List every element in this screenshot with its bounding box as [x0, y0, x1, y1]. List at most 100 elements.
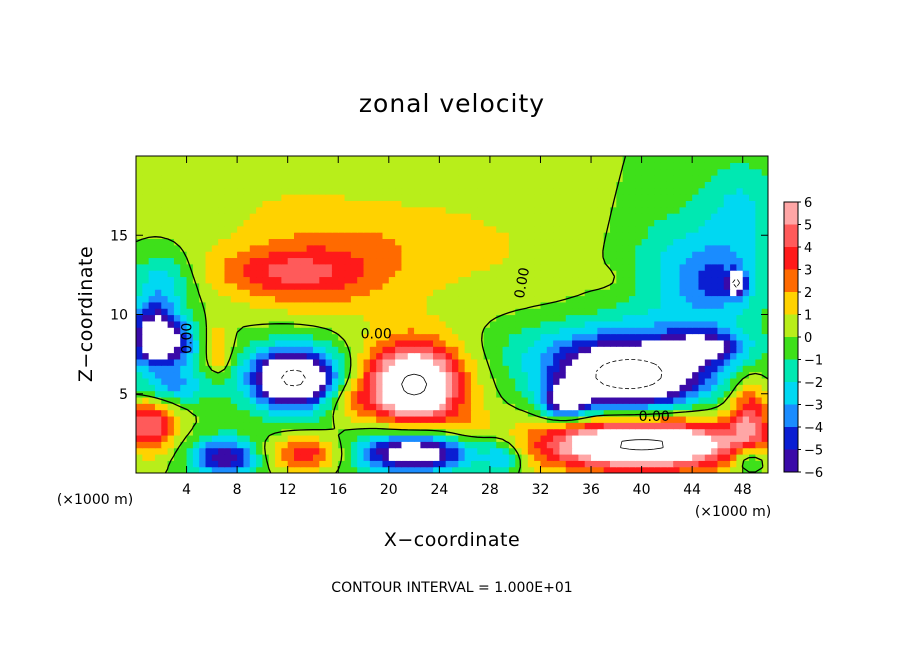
heatmap-cell [736, 156, 744, 163]
heatmap-cell [489, 187, 497, 195]
heatmap-cell [161, 213, 169, 220]
heatmap-cell [711, 238, 719, 246]
heatmap-cell [350, 200, 358, 208]
heatmap-cell [616, 466, 624, 473]
heatmap-cell [414, 346, 421, 354]
heatmap-cell [660, 453, 668, 461]
heatmap-cell [237, 282, 245, 290]
heatmap-cell [685, 225, 693, 233]
heatmap-cell [173, 168, 181, 176]
heatmap-cell [199, 219, 207, 227]
heatmap-cell [344, 194, 352, 201]
heatmap-cell [553, 200, 561, 208]
heatmap-cell [167, 187, 175, 195]
heatmap-cell [477, 168, 485, 176]
heatmap-cell [489, 156, 497, 163]
heatmap-cell [173, 320, 181, 328]
heatmap-cell [654, 308, 662, 316]
heatmap-cell [249, 352, 257, 360]
heatmap-cell [534, 175, 542, 182]
heatmap-cell [489, 200, 497, 208]
heatmap-cell [294, 447, 301, 455]
heatmap-cell [211, 377, 219, 385]
heatmap-cell [749, 358, 756, 366]
heatmap-cell [230, 295, 238, 303]
heatmap-cell [388, 390, 396, 398]
heatmap-cell [742, 415, 750, 423]
heatmap-cell [426, 301, 434, 309]
heatmap-cell [262, 187, 270, 195]
heatmap-cell [237, 238, 245, 246]
heatmap-cell [578, 371, 586, 379]
heatmap-cell [502, 244, 510, 252]
heatmap-cell [477, 219, 485, 227]
heatmap-cell [546, 251, 554, 259]
heatmap-cell [218, 238, 226, 246]
heatmap-cell [540, 219, 548, 227]
heatmap-cell [136, 346, 143, 354]
heatmap-cell [477, 282, 485, 290]
heatmap-cell [761, 428, 768, 436]
heatmap-cell [477, 244, 485, 252]
heatmap-cell [559, 396, 567, 404]
heatmap-cell [357, 175, 365, 182]
heatmap-cell [540, 314, 548, 322]
heatmap-cell [508, 194, 516, 201]
heatmap-cell [508, 466, 516, 473]
heatmap-cell [515, 225, 523, 233]
heatmap-cell [331, 409, 339, 417]
heatmap-cell [452, 263, 459, 271]
heatmap-cell [660, 244, 668, 252]
heatmap-cell [616, 441, 624, 449]
heatmap-cell [275, 301, 282, 309]
heatmap-cell [736, 308, 744, 316]
heatmap-cell [610, 377, 617, 385]
heatmap-cell [363, 251, 371, 259]
heatmap-cell [376, 295, 384, 303]
heatmap-cell [597, 428, 605, 436]
heatmap-cell [319, 282, 327, 290]
heatmap-cell [572, 358, 579, 366]
heatmap-cell [319, 396, 327, 404]
heatmap-cell [319, 422, 327, 430]
heatmap-cell [325, 333, 333, 341]
heatmap-cell [180, 270, 188, 278]
heatmap-cell [673, 428, 681, 436]
heatmap-cell [344, 460, 352, 468]
heatmap-cell [730, 466, 737, 473]
heatmap-cell [515, 434, 523, 442]
heatmap-cell [610, 308, 617, 316]
heatmap-cell [376, 181, 384, 189]
heatmap-cell [154, 289, 162, 297]
heatmap-cell [711, 156, 719, 163]
heatmap-cell [300, 314, 308, 322]
heatmap-cell [565, 295, 573, 303]
heatmap-cell [502, 453, 510, 461]
heatmap-cell [230, 371, 238, 379]
heatmap-cell [243, 447, 251, 455]
heatmap-cell [142, 434, 150, 442]
heatmap-cell [723, 371, 731, 379]
heatmap-cell [559, 162, 567, 170]
heatmap-cell [597, 213, 605, 220]
heatmap-cell [755, 289, 763, 297]
heatmap-cell [546, 390, 554, 398]
heatmap-cell [376, 409, 384, 417]
heatmap-cell [679, 358, 687, 366]
heatmap-cell [572, 162, 579, 170]
heatmap-cell [275, 460, 282, 468]
heatmap-cell [363, 422, 371, 430]
heatmap-cell [230, 156, 238, 163]
heatmap-cell [439, 358, 447, 366]
heatmap-cell [761, 422, 768, 430]
heatmap-cell [199, 238, 207, 246]
heatmap-cell [382, 396, 390, 404]
heatmap-cell [325, 358, 333, 366]
heatmap-cell [591, 289, 598, 297]
heatmap-cell [553, 428, 561, 436]
heatmap-cell [363, 238, 371, 246]
heatmap-cell [338, 238, 346, 246]
heatmap-cell [603, 263, 611, 271]
heatmap-cell [376, 453, 384, 461]
heatmap-cell [186, 434, 194, 442]
